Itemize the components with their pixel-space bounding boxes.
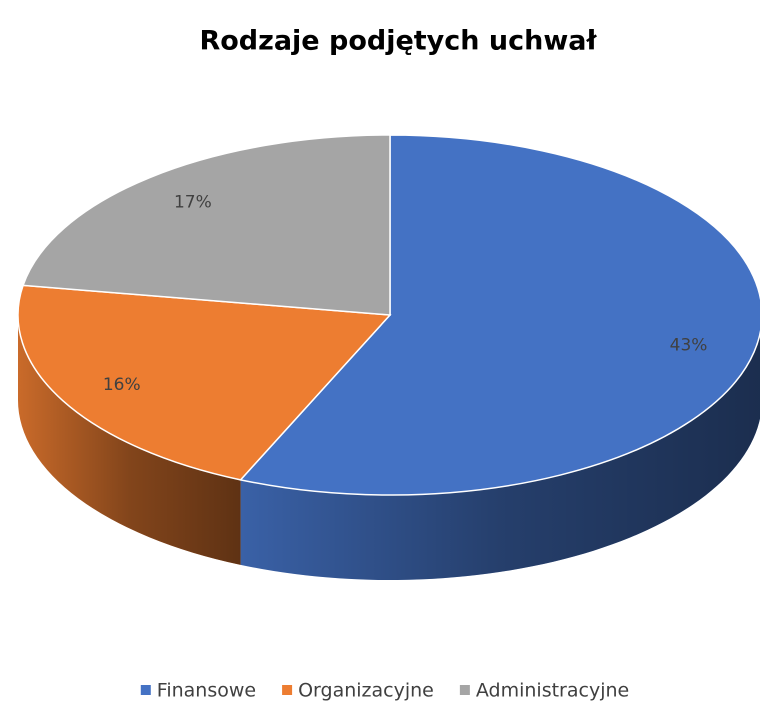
pie-side-shade (240, 333, 760, 580)
pie-side-shade (18, 315, 241, 565)
legend-swatch (140, 685, 151, 695)
pie-slice (239, 134, 760, 496)
legend: Finansowe Organizacyjne Administracyjne (140, 680, 629, 702)
pie-slice (22, 134, 391, 316)
legend-label: Finansowe (157, 680, 256, 702)
legend-swatch (459, 685, 470, 695)
legend-label: Administracyjne (476, 680, 629, 702)
legend-label: Organizacyjne (298, 680, 434, 702)
pie-slice (17, 284, 392, 481)
data-label: 43% (670, 335, 708, 355)
data-label: 17% (174, 192, 212, 212)
chart-title: Rodzaje podjętych uchwał (199, 26, 597, 57)
legend-swatch (282, 685, 293, 695)
data-label: 16% (103, 375, 141, 395)
